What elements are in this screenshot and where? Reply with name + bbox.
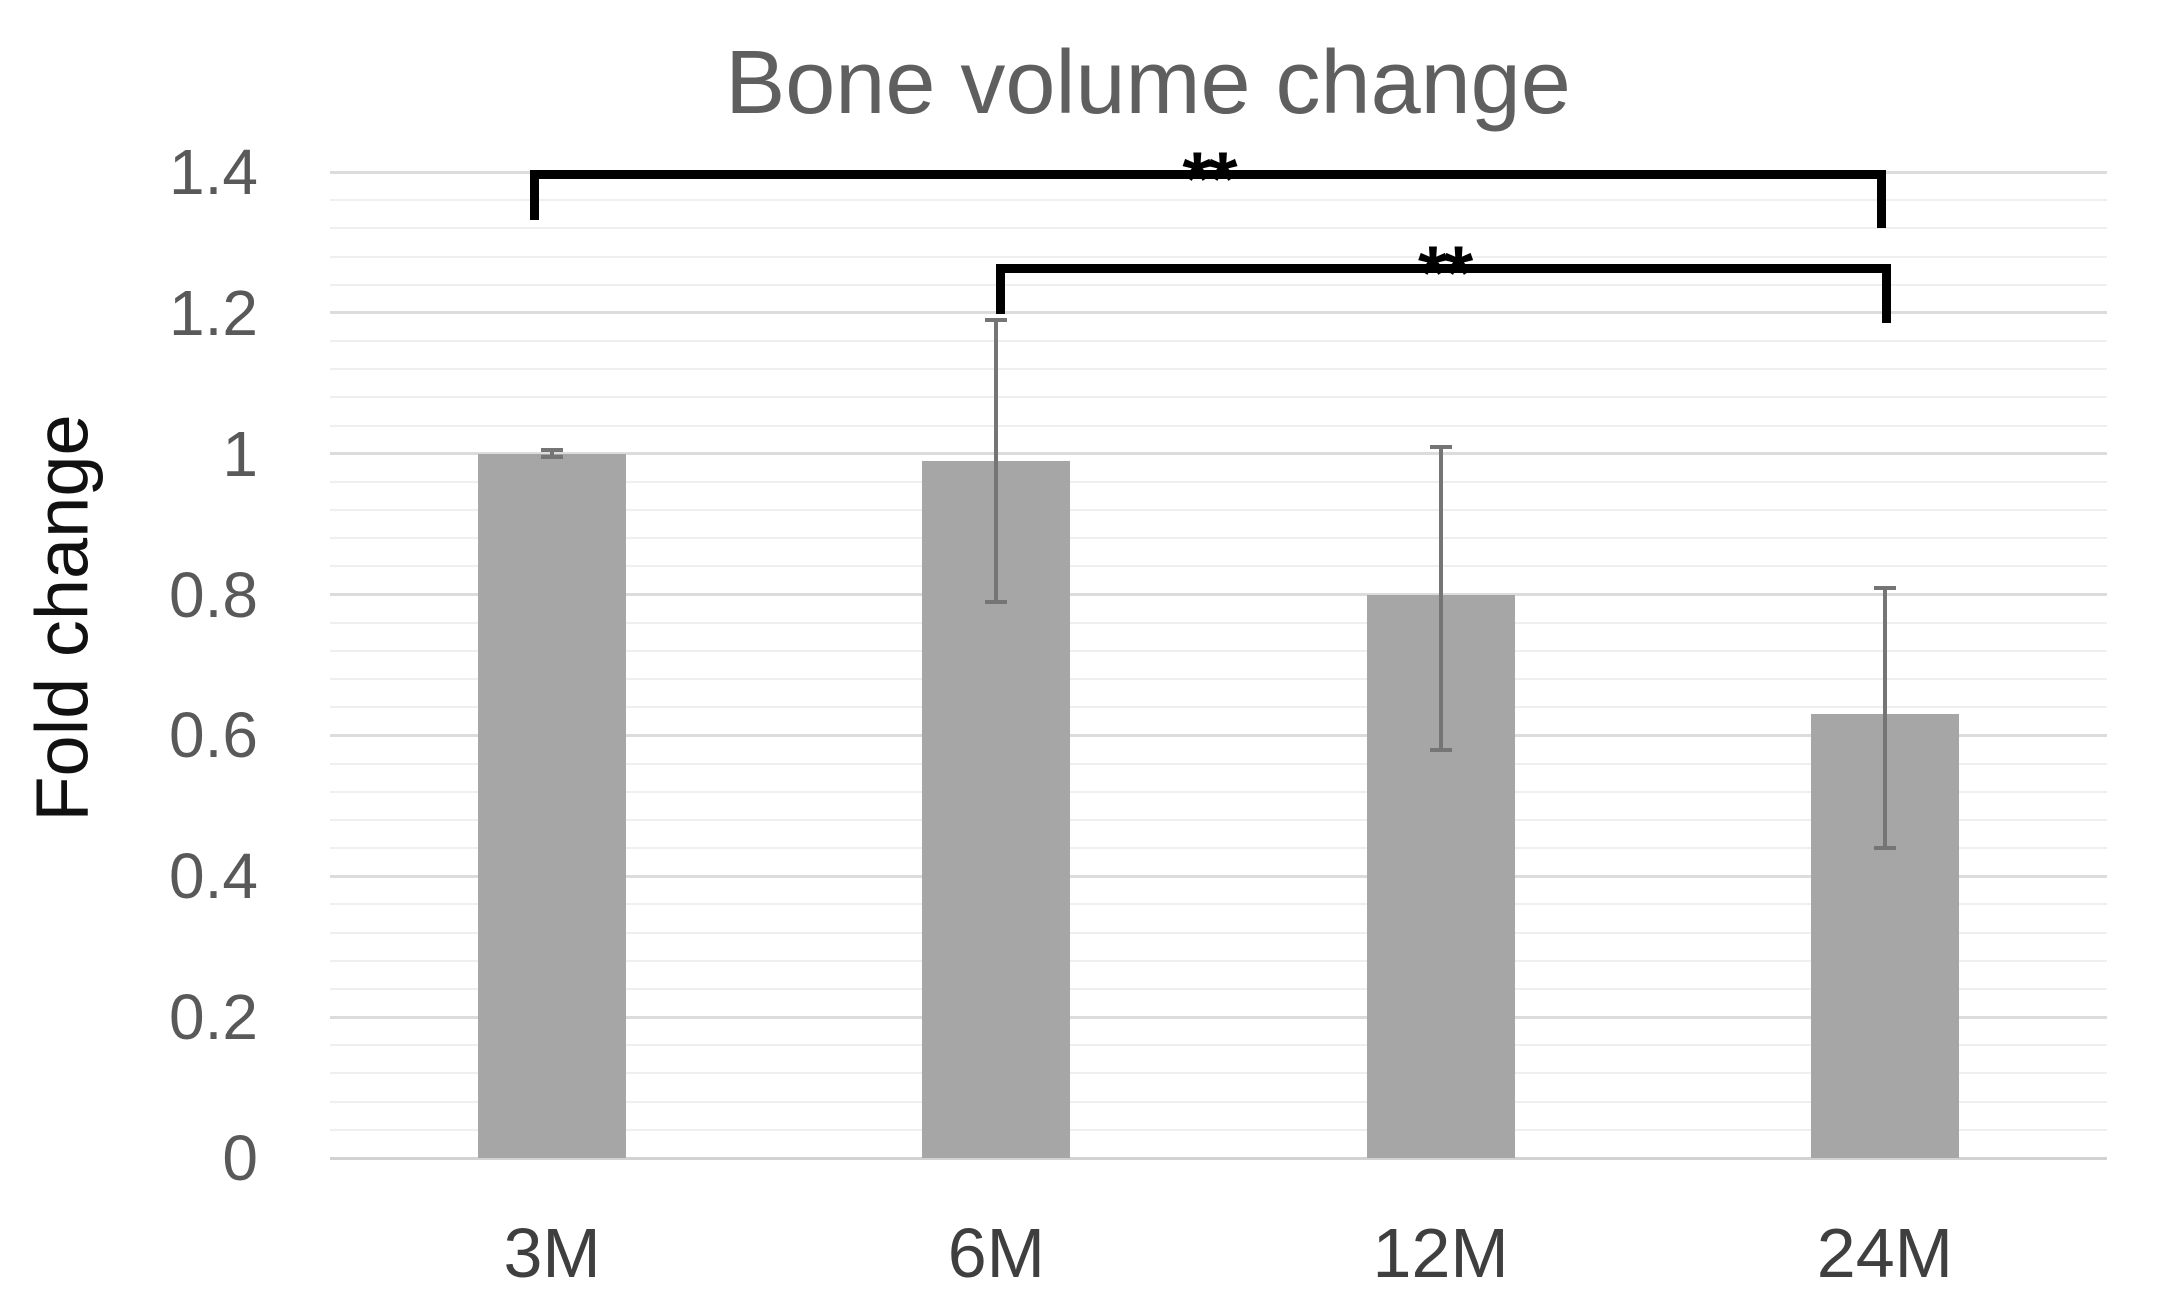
- error-cap-top: [541, 448, 564, 453]
- y-tick-label: 1.4: [169, 136, 258, 208]
- gridline-major: [330, 874, 2107, 878]
- significance-label: **: [1418, 231, 1473, 316]
- error-bar: [994, 319, 999, 602]
- gridline-minor: [330, 509, 2107, 512]
- error-cap-top: [1873, 585, 1896, 590]
- y-tick-label: 0.8: [169, 558, 258, 631]
- gridline-minor: [330, 1128, 2107, 1131]
- gridline-minor: [330, 649, 2107, 652]
- error-cap-top: [1429, 444, 1452, 449]
- x-category-label: 6M: [947, 1214, 1045, 1292]
- significance-bracket-tick-right: [1882, 263, 1892, 323]
- error-cap-bottom: [985, 599, 1008, 604]
- gridline-minor: [330, 931, 2107, 934]
- gridline-minor: [330, 847, 2107, 850]
- gridline-minor: [330, 1100, 2107, 1103]
- significance-label: **: [1182, 137, 1237, 222]
- gridline-minor: [330, 678, 2107, 681]
- gridline-minor: [330, 340, 2107, 343]
- y-tick-label: 0: [222, 1122, 258, 1194]
- gridline-major: [330, 1015, 2107, 1019]
- gridline-minor: [330, 199, 2107, 202]
- gridline-minor: [330, 1072, 2107, 1075]
- gridline-minor: [330, 790, 2107, 793]
- gridline-major: [330, 452, 2107, 456]
- gridline-minor: [330, 283, 2107, 286]
- error-bar: [1438, 446, 1443, 750]
- significance-bracket-tick-right: [1877, 169, 1887, 228]
- y-tick-label: 1: [222, 417, 258, 490]
- gridline-minor: [330, 480, 2107, 483]
- x-axis-line: [330, 1156, 2107, 1160]
- gridline-minor: [330, 959, 2107, 962]
- gridline-minor: [330, 255, 2107, 258]
- gridline-major: [330, 733, 2107, 737]
- x-category-label: 24M: [1816, 1214, 1953, 1292]
- gridline-minor: [330, 706, 2107, 709]
- gridline-major: [330, 593, 2107, 597]
- gridline-minor: [330, 565, 2107, 568]
- gridline-minor: [330, 424, 2107, 427]
- error-cap-bottom: [1429, 747, 1452, 752]
- error-cap-bottom: [1873, 846, 1896, 851]
- y-tick-label: 0.2: [169, 981, 258, 1054]
- gridline-minor: [330, 537, 2107, 540]
- gridline-minor: [330, 818, 2107, 821]
- bar: [478, 453, 627, 1158]
- y-tick-label: 1.2: [169, 276, 258, 349]
- error-bar: [1882, 587, 1887, 849]
- gridline-minor: [330, 1044, 2107, 1047]
- gridline-minor: [330, 762, 2107, 765]
- error-cap-bottom: [541, 455, 564, 460]
- y-tick-label: 0.4: [169, 840, 258, 913]
- significance-bracket-line: [1000, 263, 1887, 273]
- x-category-label: 12M: [1372, 1214, 1509, 1292]
- x-category-label: 3M: [503, 1214, 601, 1292]
- gridline-major: [330, 311, 2107, 315]
- gridline-minor: [330, 227, 2107, 230]
- significance-bracket-tick-left: [995, 263, 1005, 314]
- error-bar: [550, 450, 555, 458]
- gridline-minor: [330, 987, 2107, 990]
- chart-title: Bone volume change: [725, 33, 1571, 133]
- significance-bracket-tick-left: [529, 169, 539, 220]
- y-tick-label: 0.6: [169, 699, 258, 772]
- error-cap-top: [985, 317, 1008, 322]
- gridline-minor: [330, 368, 2107, 371]
- gridline-minor: [330, 396, 2107, 399]
- gridline-minor: [330, 903, 2107, 906]
- significance-bracket-line: [534, 169, 1882, 179]
- gridline-minor: [330, 621, 2107, 624]
